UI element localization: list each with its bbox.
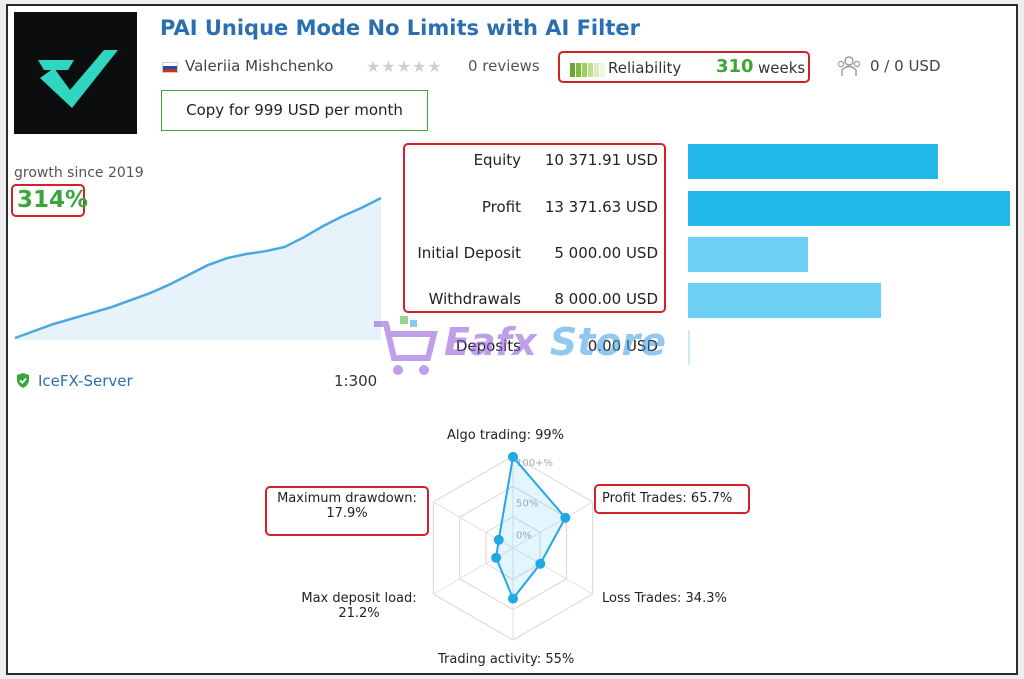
star-icon: ★ [366,57,382,76]
radar-point [535,558,546,569]
stat-bar [688,191,1010,226]
growth-area [15,198,381,340]
radar-label-drawdown: Maximum drawdown: 17.9% [277,491,417,521]
watermark: Eafx Store [370,314,670,382]
checkmark-logo-icon [38,50,118,108]
reviews-link[interactable]: 0 reviews [468,57,540,75]
stat-value: 0.00 USD [587,337,658,355]
reliability-bar [582,63,587,77]
reliability-label: Reliability [608,59,682,77]
radar-label-algo: Algo trading: 99% [447,428,565,443]
star-icon: ★ [412,57,428,76]
radar-label-loss: Loss Trades: 34.3% [602,591,727,606]
radar-point [508,451,518,462]
stat-value: 10 371.91 USD [544,151,658,169]
reliability-bars [570,62,606,81]
reliability-bar [588,63,593,77]
growth-line [14,196,382,340]
stat-label: Deposits [455,337,521,355]
copy-button[interactable]: Copy for 999 USD per month [161,90,428,131]
growth-label: growth since 2019 [14,165,144,181]
radar-axis-line [512,547,593,595]
radar-point [493,534,504,545]
leverage-value: 1:300 [334,372,378,390]
signal-logo [14,12,137,134]
reliability-weeks-label: weeks [758,59,806,77]
radar-point [560,512,571,523]
watermark-text: Eafx Store [444,320,667,364]
users-icon [836,54,862,80]
profit-trades-highlight [594,484,750,514]
flag-icon [162,62,178,73]
radar-label-profit: Profit Trades: 65.7% [602,491,733,506]
subscribers-value: 0 / 0 USD [870,57,941,75]
stats-highlight [403,143,666,313]
growth-mini-chart [14,188,382,340]
drawdown-highlight [265,486,429,536]
radar-scale-label: 100+% [516,458,553,469]
star-icon: ★ [381,57,397,76]
radar-scale-label: 0% [516,531,532,542]
stat-label: Withdrawals [428,290,521,308]
star-icon: ★ [427,57,443,76]
shield-check-icon [15,372,31,389]
radar-chart: 100+% 50% 0% [432,451,594,641]
reliability-box: Reliability 310 weeks [558,51,810,83]
stat-bar [688,330,690,365]
star-icon: ★ [396,57,413,76]
radar-label-deposit-load: Max deposit load: 21.2% [301,591,417,621]
reliability-bar [570,63,575,77]
radar-value-polygon [495,454,567,601]
stat-label: Profit [481,198,521,216]
radar-scale-label: 50% [516,498,538,509]
reliability-bar [594,63,599,77]
stat-value: 8 000.00 USD [554,290,658,308]
stat-value: 13 371.63 USD [544,198,658,216]
stat-value: 5 000.00 USD [554,244,658,262]
reliability-weeks-value: 310 [716,56,754,77]
reliability-bar [576,63,581,77]
stat-label: Equity [473,151,521,169]
author-name[interactable]: Valeriia Mishchenko [185,57,334,75]
stat-bar [688,237,808,272]
rating-stars[interactable]: ★★★★★ [366,57,443,76]
radar-point [508,593,518,604]
broker-server[interactable]: IceFX-Server [38,372,133,390]
radar-label-activity: Trading activity: 55% [438,652,575,667]
reliability-bar [600,63,605,77]
stat-bar [688,283,881,318]
growth-value: 314% [17,187,89,213]
radar-point [491,552,502,563]
shopping-cart-icon [374,316,438,375]
signal-page: PAI Unique Mode No Limits with AI Filter… [6,4,1018,675]
stat-bar [688,144,938,179]
signal-title[interactable]: PAI Unique Mode No Limits with AI Filter [160,16,640,40]
radar-axis-line [512,501,593,549]
growth-highlight: 314% [11,184,89,217]
stat-label: Initial Deposit [417,244,521,262]
